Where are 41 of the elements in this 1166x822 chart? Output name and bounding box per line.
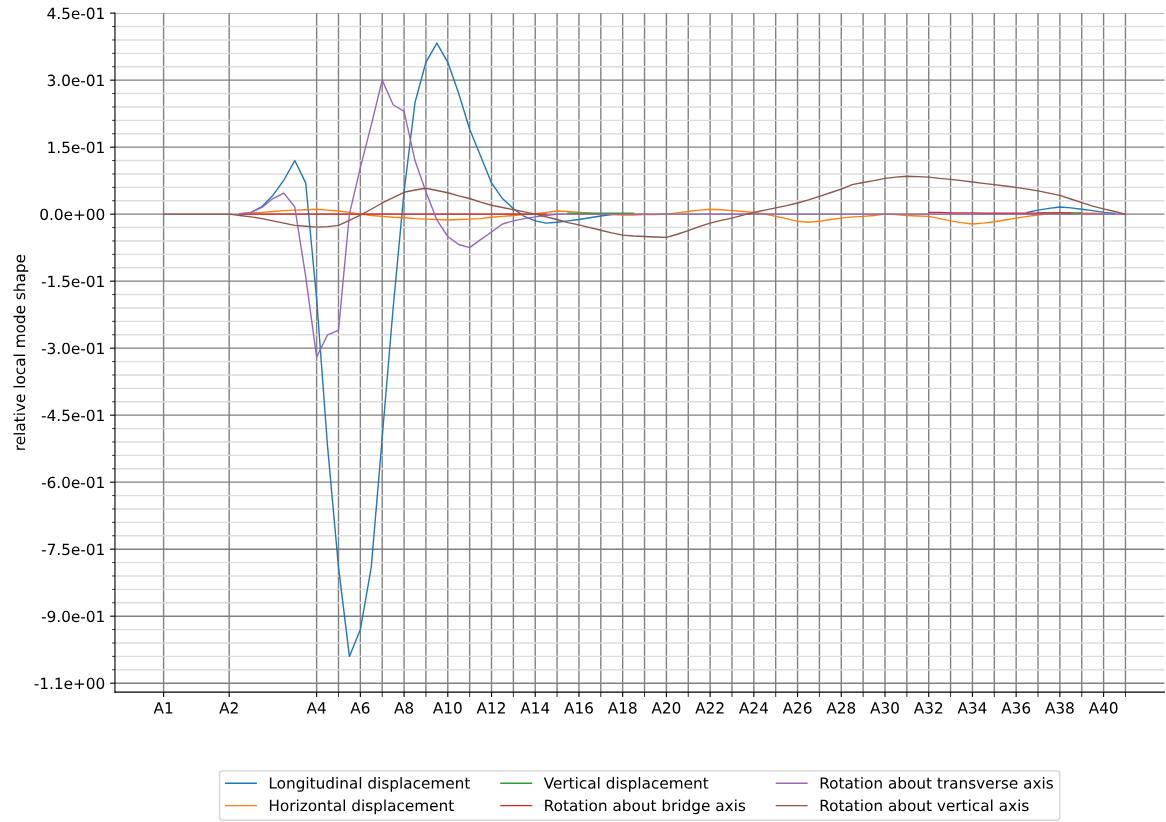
line-series	[239, 79, 1127, 358]
x-tick-label: A40	[1088, 702, 1118, 714]
x-tick-label: A30	[870, 702, 899, 714]
y-tick-label: 3.0e-01	[47, 74, 104, 87]
x-tick-label: A2	[219, 702, 238, 714]
x-tick-label: A26	[782, 702, 812, 714]
y-tick-label: -4.5e-01	[41, 409, 104, 422]
x-tick-label: A20	[651, 702, 681, 714]
legend-label: Rotation about transverse axis	[820, 776, 1053, 789]
y-tick-label: -3.0e-01	[41, 342, 104, 355]
legend-label: Longitudinal displacement	[269, 776, 470, 792]
x-tick-label: A8	[394, 702, 414, 714]
x-tick-label: A4	[306, 702, 326, 714]
x-tick-label: A16	[564, 702, 593, 714]
x-tick-label: A36	[1001, 702, 1031, 714]
x-tick-label: A6	[350, 702, 370, 714]
legend-label: Vertical displacement	[543, 776, 709, 792]
x-tick-label: A22	[695, 702, 724, 714]
x-tick-label: A1	[153, 702, 173, 714]
line-series	[162, 175, 1127, 239]
y-tick-label: 0.0e+00	[40, 208, 105, 221]
x-tick-label: A14	[520, 702, 550, 714]
y-tick-label: -7.5e-01	[41, 543, 104, 556]
y-tick-label: -1.1e+00	[34, 677, 105, 690]
y-tick-label: 4.5e-01	[47, 7, 104, 20]
legend-label: Horizontal displacement	[269, 799, 454, 815]
x-tick-label: A32	[913, 702, 943, 714]
y-tick-label: -1.5e-01	[41, 275, 104, 288]
y-tick-label: -9.0e-01	[41, 610, 104, 623]
x-tick-label: A12	[476, 702, 505, 714]
legend-label: Rotation about bridge axis	[545, 799, 746, 815]
x-tick-label: A10	[432, 702, 462, 714]
x-tick-label: A18	[607, 702, 637, 714]
legend-label: Rotation about vertical axis	[820, 799, 1029, 812]
y-tick-label: 1.5e-01	[48, 141, 104, 154]
x-tick-label: A34	[957, 702, 987, 714]
x-tick-label: A24	[739, 702, 768, 714]
x-tick-label: A28	[826, 702, 856, 714]
y-axis-title: relative local mode shape	[13, 254, 29, 450]
x-tick-label: A38	[1045, 702, 1074, 714]
y-tick-label: -6.0e-01	[41, 476, 104, 489]
